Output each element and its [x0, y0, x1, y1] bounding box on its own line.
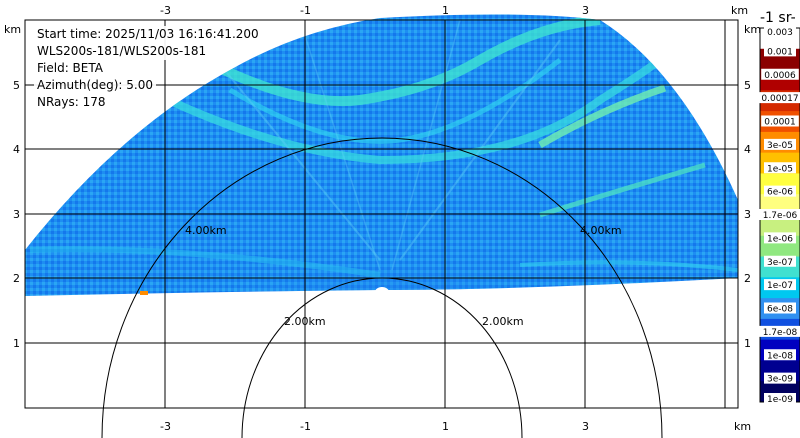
- colorbar-label-bg: [758, 92, 800, 104]
- svg-text:1: 1: [744, 337, 751, 350]
- streak-lower: [228, 58, 562, 144]
- colorbar-label-bg: [764, 372, 796, 384]
- streak-upper: [147, 15, 601, 107]
- colorbar-label: 1e-07: [767, 281, 793, 291]
- svg-text:2: 2: [744, 272, 751, 285]
- svg-text:4: 4: [744, 143, 751, 156]
- svg-text:5: 5: [13, 79, 20, 92]
- svg-text:km: km: [4, 23, 21, 36]
- streak-right-2: [539, 162, 706, 218]
- svg-text:km: km: [734, 420, 751, 433]
- colorbar-label-bg: [764, 162, 796, 174]
- svg-text:5: 5: [744, 79, 751, 92]
- colorbar-label-bg: [761, 115, 799, 127]
- ring-label-4km: 4.00km: [185, 224, 227, 237]
- scan-info-panel: Start time: 2025/11/03 16:16:41.200 WLS2…: [34, 26, 262, 111]
- colorbar-label: 1.7e-06: [763, 211, 798, 221]
- colorbar-label: 6e-08: [767, 305, 793, 315]
- svg-text:-3: -3: [160, 420, 171, 433]
- streak-middle: [88, 56, 663, 165]
- y-ticks-right: km 5 4 3 2 1: [744, 23, 761, 350]
- svg-text:3: 3: [582, 4, 589, 17]
- colorbar-label: 1e-09: [767, 395, 793, 405]
- colorbar-label-bg: [764, 349, 796, 361]
- colorbar-label-bg: [764, 232, 796, 244]
- svg-text:3: 3: [13, 208, 20, 221]
- svg-text:-1: -1: [300, 420, 311, 433]
- colorbar-label-bg: [764, 302, 796, 314]
- lidar-origin: [375, 287, 389, 297]
- x-ticks-bottom: -3 -1 1 3 km: [160, 420, 751, 433]
- x-ticks-top: -3 -1 1 3 km: [160, 4, 748, 17]
- ring-label-2km-right: 2.00km: [482, 315, 524, 328]
- colorbar-label-bg: [764, 279, 796, 291]
- grid: [25, 20, 738, 408]
- colorbar-label: 3e-09: [767, 375, 793, 385]
- streak-right-3: [519, 260, 738, 272]
- colorbar-label: 1.7e-08: [763, 328, 798, 338]
- svg-text:1: 1: [442, 4, 449, 17]
- colorbar-label: 0.0001: [764, 118, 796, 128]
- svg-text:1: 1: [442, 420, 449, 433]
- colorbar-label-bg: [758, 209, 800, 220]
- svg-text:3: 3: [582, 420, 589, 433]
- colorbar-label-bg: [764, 26, 796, 37]
- svg-text:4: 4: [13, 143, 20, 156]
- colorbar-label: 1e-05: [767, 164, 793, 174]
- colorbar-label-bg: [764, 138, 796, 150]
- colorbar-label: 6e-06: [767, 188, 793, 198]
- colorbar-label: 1e-06: [767, 234, 793, 244]
- colorbar: 0.003 0.001 0.0006 0.00017 0.0001 3e-05 1e-05 6…: [758, 26, 800, 405]
- colorbar-label: 3e-05: [767, 141, 793, 151]
- y-ticks-left: km 5 4 3 2 1: [4, 23, 21, 350]
- start-time-text: Start time: 2025/11/03 16:16:41.200: [34, 26, 262, 43]
- ring-4km: [101, 137, 663, 438]
- colorbar-label: 3e-07: [767, 258, 793, 268]
- streak-left: [29, 246, 381, 278]
- colorbar-label: 0.001: [767, 47, 793, 57]
- svg-text:-1: -1: [300, 4, 311, 17]
- colorbar-label-bg: [758, 325, 800, 337]
- azimuth-text: Azimuth(deg): 5.00: [34, 77, 157, 94]
- colorbar-label-bg: [764, 45, 796, 57]
- colorbar-title: -1 sr-: [760, 10, 796, 26]
- colorbar-label: 0.0006: [764, 71, 796, 81]
- colorbar-label: 0.00017: [761, 94, 798, 104]
- svg-text:3: 3: [744, 208, 751, 221]
- instrument-text: WLS200s-181/WLS200s-181: [34, 43, 210, 60]
- svg-text:-3: -3: [160, 4, 171, 17]
- colorbar-label: 1e-08: [767, 351, 793, 361]
- svg-text:1: 1: [13, 337, 20, 350]
- svg-text:km: km: [744, 23, 761, 36]
- hotspot-marker: [140, 291, 148, 295]
- plot-frame: [24, 19, 739, 409]
- svg-text:2: 2: [13, 272, 20, 285]
- colorbar-label-bg: [764, 185, 796, 197]
- ring-2km: [241, 277, 523, 438]
- svg-text:km: km: [731, 4, 748, 17]
- streak-right-1: [538, 84, 667, 149]
- colorbar-label-bg: [764, 255, 796, 267]
- colorbar-label: 0.003: [767, 28, 793, 38]
- colorbar-label-bg: [761, 68, 799, 80]
- colorbar-label-bg: [764, 393, 796, 404]
- ring-label-4km-right: 4.00km: [580, 224, 622, 237]
- field-text: Field: BETA: [34, 60, 106, 77]
- nrays-text: NRays: 178: [34, 94, 109, 111]
- colorbar-swatch: [760, 215, 800, 237]
